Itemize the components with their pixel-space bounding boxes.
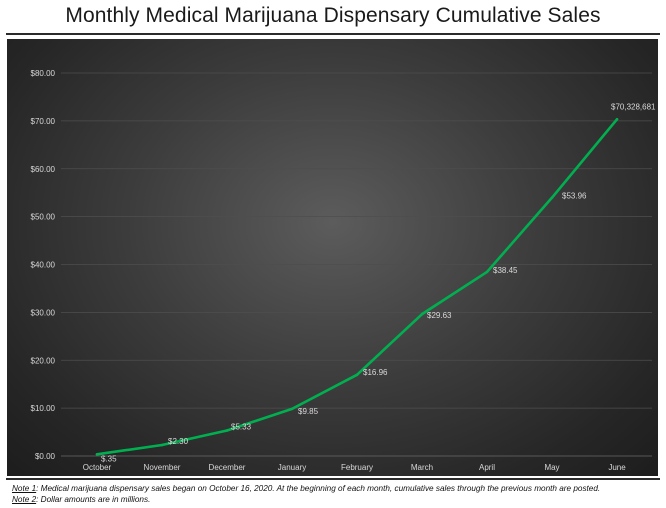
data-point — [160, 443, 164, 447]
y-tick-label: $10.00 — [31, 404, 56, 413]
x-tick-label: January — [278, 463, 306, 472]
line-chart: $0.00 $10.00 $20.00 $30.00 $40.00 $50.00 $60.0… — [31, 69, 657, 472]
note-1: Note 1: Medical marijuana dispensary sal… — [12, 483, 657, 494]
y-tick-label: $0.00 — [35, 452, 56, 461]
data-label: $.35 — [101, 454, 117, 463]
y-tick-label: $30.00 — [31, 308, 56, 317]
note-2-label: Note 2 — [12, 495, 37, 504]
x-tick-label: October — [83, 463, 112, 472]
data-point — [420, 312, 424, 316]
x-axis-tick-labels: October November December January February Ma… — [83, 463, 626, 472]
note-1-label: Note 1 — [12, 484, 37, 493]
series-lines — [95, 117, 619, 456]
footnotes: Note 1: Medical marijuana dispensary sal… — [12, 483, 657, 505]
data-label: $5.33 — [231, 422, 252, 431]
data-point — [225, 429, 229, 432]
x-tick-label: May — [544, 463, 559, 472]
y-tick-label: $60.00 — [31, 165, 56, 174]
data-label: $9.85 — [298, 407, 319, 416]
y-tick-label: $20.00 — [31, 356, 56, 365]
x-tick-label: November — [144, 463, 181, 472]
x-tick-label: April — [479, 463, 495, 472]
data-label: $70,328,681 — [611, 102, 656, 111]
data-point — [550, 196, 554, 199]
note-2-text: : Dollar amounts are in millions. — [36, 495, 151, 504]
data-point — [290, 407, 294, 411]
y-axis-tick-labels: $0.00 $10.00 $20.00 $30.00 $40.00 $50.00 $60.0… — [31, 69, 56, 461]
data-point — [485, 270, 489, 274]
x-tick-label: February — [341, 463, 373, 472]
x-tick-label: June — [608, 463, 626, 472]
chart-title: Monthly Medical Marijuana Dispensary Cum… — [65, 4, 601, 27]
series-line-0 — [95, 117, 619, 456]
chart-plot-area: $0.00 $10.00 $20.00 $30.00 $40.00 $50.00 $60.0… — [7, 39, 658, 476]
data-labels: $.35 $2.30 $5.33 $9.85 $16.96 $29.63 $38.45 $53… — [101, 102, 656, 463]
y-tick-label: $40.00 — [31, 261, 56, 270]
data-label: $16.96 — [363, 368, 388, 377]
data-point — [355, 373, 359, 377]
x-tick-label: March — [411, 463, 433, 472]
x-tick-label: December — [209, 463, 246, 472]
note-1-text: : Medical marijuana dispensary sales beg… — [36, 484, 601, 493]
note-2: Note 2: Dollar amounts are in millions. — [12, 494, 657, 505]
data-label: $29.63 — [427, 311, 452, 320]
data-label: $2.30 — [168, 437, 189, 446]
data-point — [95, 453, 99, 456]
data-label: $53.96 — [562, 192, 587, 201]
notes-divider — [6, 478, 660, 480]
data-label: $38.45 — [493, 266, 518, 275]
gridlines — [61, 72, 652, 457]
y-tick-label: $70.00 — [31, 117, 56, 126]
data-point — [615, 117, 619, 121]
y-tick-label: $50.00 — [31, 213, 56, 222]
title-divider — [6, 33, 660, 35]
y-tick-label: $80.00 — [31, 69, 56, 78]
